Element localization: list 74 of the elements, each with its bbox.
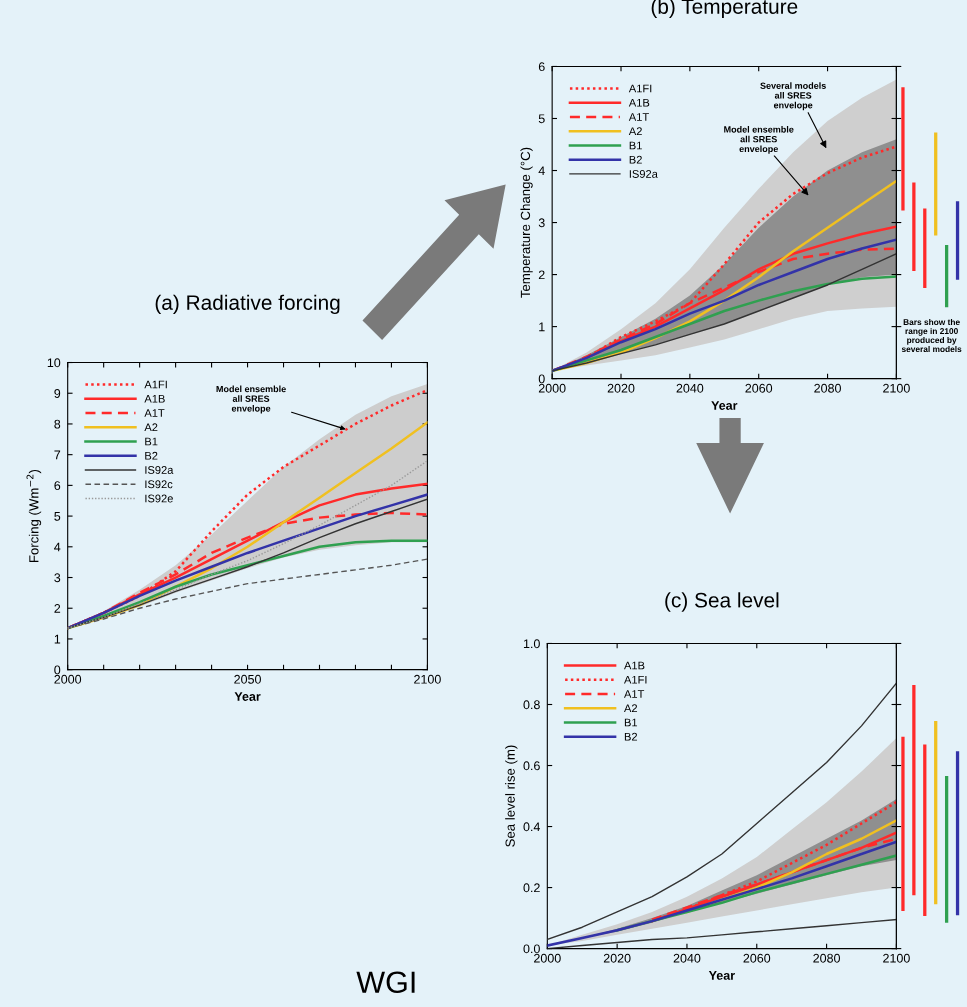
legend-label: A1B — [628, 98, 650, 107]
x-tick-label: 2020 — [607, 383, 635, 393]
x-tick-label: 2000 — [538, 383, 566, 393]
y-tick-label: 1.0 — [523, 639, 540, 649]
x-tick-label: 2050 — [234, 674, 261, 684]
legend-label: A1FI — [624, 675, 647, 684]
legend-label: A2 — [144, 423, 158, 432]
y-tick-label: 6 — [54, 481, 61, 491]
legend-label: IS92e — [145, 494, 173, 503]
x-axis-title: Year — [234, 692, 261, 701]
legend-label: A1FI — [144, 380, 167, 389]
chart-title: (a) Radiative forcing — [155, 294, 340, 315]
x-axis-title: Year — [708, 971, 735, 980]
legend-label: A1FI — [628, 84, 652, 93]
x-tick-label: 2040 — [676, 383, 704, 393]
legend-label: B1 — [629, 141, 642, 150]
y-tick-label: 5 — [538, 114, 545, 124]
y-tick-label: 3 — [54, 573, 61, 583]
text: WGI — [356, 971, 415, 994]
x-tick-label: 2060 — [743, 953, 771, 963]
x-tick-label: 2060 — [745, 383, 773, 393]
x-tick-label: 2100 — [883, 383, 910, 393]
legend-label: B2 — [629, 155, 642, 164]
y-tick-label: 0 — [54, 665, 61, 675]
y-tick-label: 0 — [538, 374, 545, 384]
x-tick-label: 2040 — [673, 953, 701, 963]
y-tick-label: 4 — [54, 542, 61, 552]
y-tick-label: 10 — [47, 358, 61, 368]
y-axis-title: Forcing (Wm$^{−2}$) — [26, 469, 42, 563]
x-tick-label: 2100 — [414, 674, 441, 684]
y-tick-label: 2 — [538, 270, 545, 280]
x-tick-label: 2100 — [883, 953, 910, 963]
legend-label: B2 — [145, 451, 158, 460]
legend-label: A1B — [144, 394, 165, 403]
x-tick-label: 2080 — [813, 953, 841, 963]
legend-label: A1B — [624, 661, 645, 670]
y-axis-title: Sea level rise (m) — [505, 745, 518, 847]
legend-label: A1T — [628, 113, 649, 121]
legend-label: B1 — [145, 437, 158, 446]
annotation: Model ensemble all SRES envelope — [724, 126, 794, 154]
y-tick-label: 6 — [538, 62, 545, 72]
annotation: Model ensemble all SRES envelope — [216, 385, 286, 414]
legend-label: IS92c — [145, 480, 173, 489]
legend-label: IS92a — [629, 170, 658, 178]
x-axis-title: Year — [711, 401, 738, 410]
y-tick-label: 0.8 — [523, 700, 540, 710]
y-axis-title: Temperature Change (°C) — [520, 147, 533, 298]
y-tick-label: 8 — [54, 419, 61, 429]
legend-label: B1 — [624, 718, 638, 727]
x-tick-label: 2080 — [814, 383, 841, 393]
legend-label: A1T — [144, 409, 165, 417]
y-tick-label: 0.6 — [523, 761, 540, 771]
legend-label: A1T — [624, 690, 645, 698]
legend-label: B2 — [624, 732, 638, 741]
x-tick-label: 2000 — [54, 674, 82, 684]
y-tick-label: 0.2 — [523, 883, 540, 893]
legend-label: A2 — [628, 127, 642, 136]
annotation: Several models all SRES envelope — [760, 82, 826, 111]
y-tick-label: 4 — [538, 166, 545, 176]
x-tick-label: 2000 — [534, 953, 561, 963]
y-tick-label: 9 — [54, 389, 61, 398]
y-tick-label: 1 — [539, 322, 545, 332]
legend-label: A2 — [624, 704, 638, 713]
y-tick-label: 0.0 — [523, 944, 540, 954]
legend-label: IS92a — [145, 466, 174, 474]
y-tick-label: 1 — [54, 634, 61, 644]
y-tick-label: 7 — [54, 450, 61, 460]
x-tick-label: 2020 — [603, 953, 631, 963]
y-tick-label: 5 — [54, 512, 61, 521]
annotation: Bars show the range in 2100 produced by several models — [901, 318, 962, 353]
chart-title: (c) Sea level — [665, 592, 779, 612]
y-tick-label: 3 — [538, 218, 545, 228]
y-tick-label: 0.4 — [523, 822, 541, 832]
y-tick-label: 2 — [54, 604, 61, 613]
